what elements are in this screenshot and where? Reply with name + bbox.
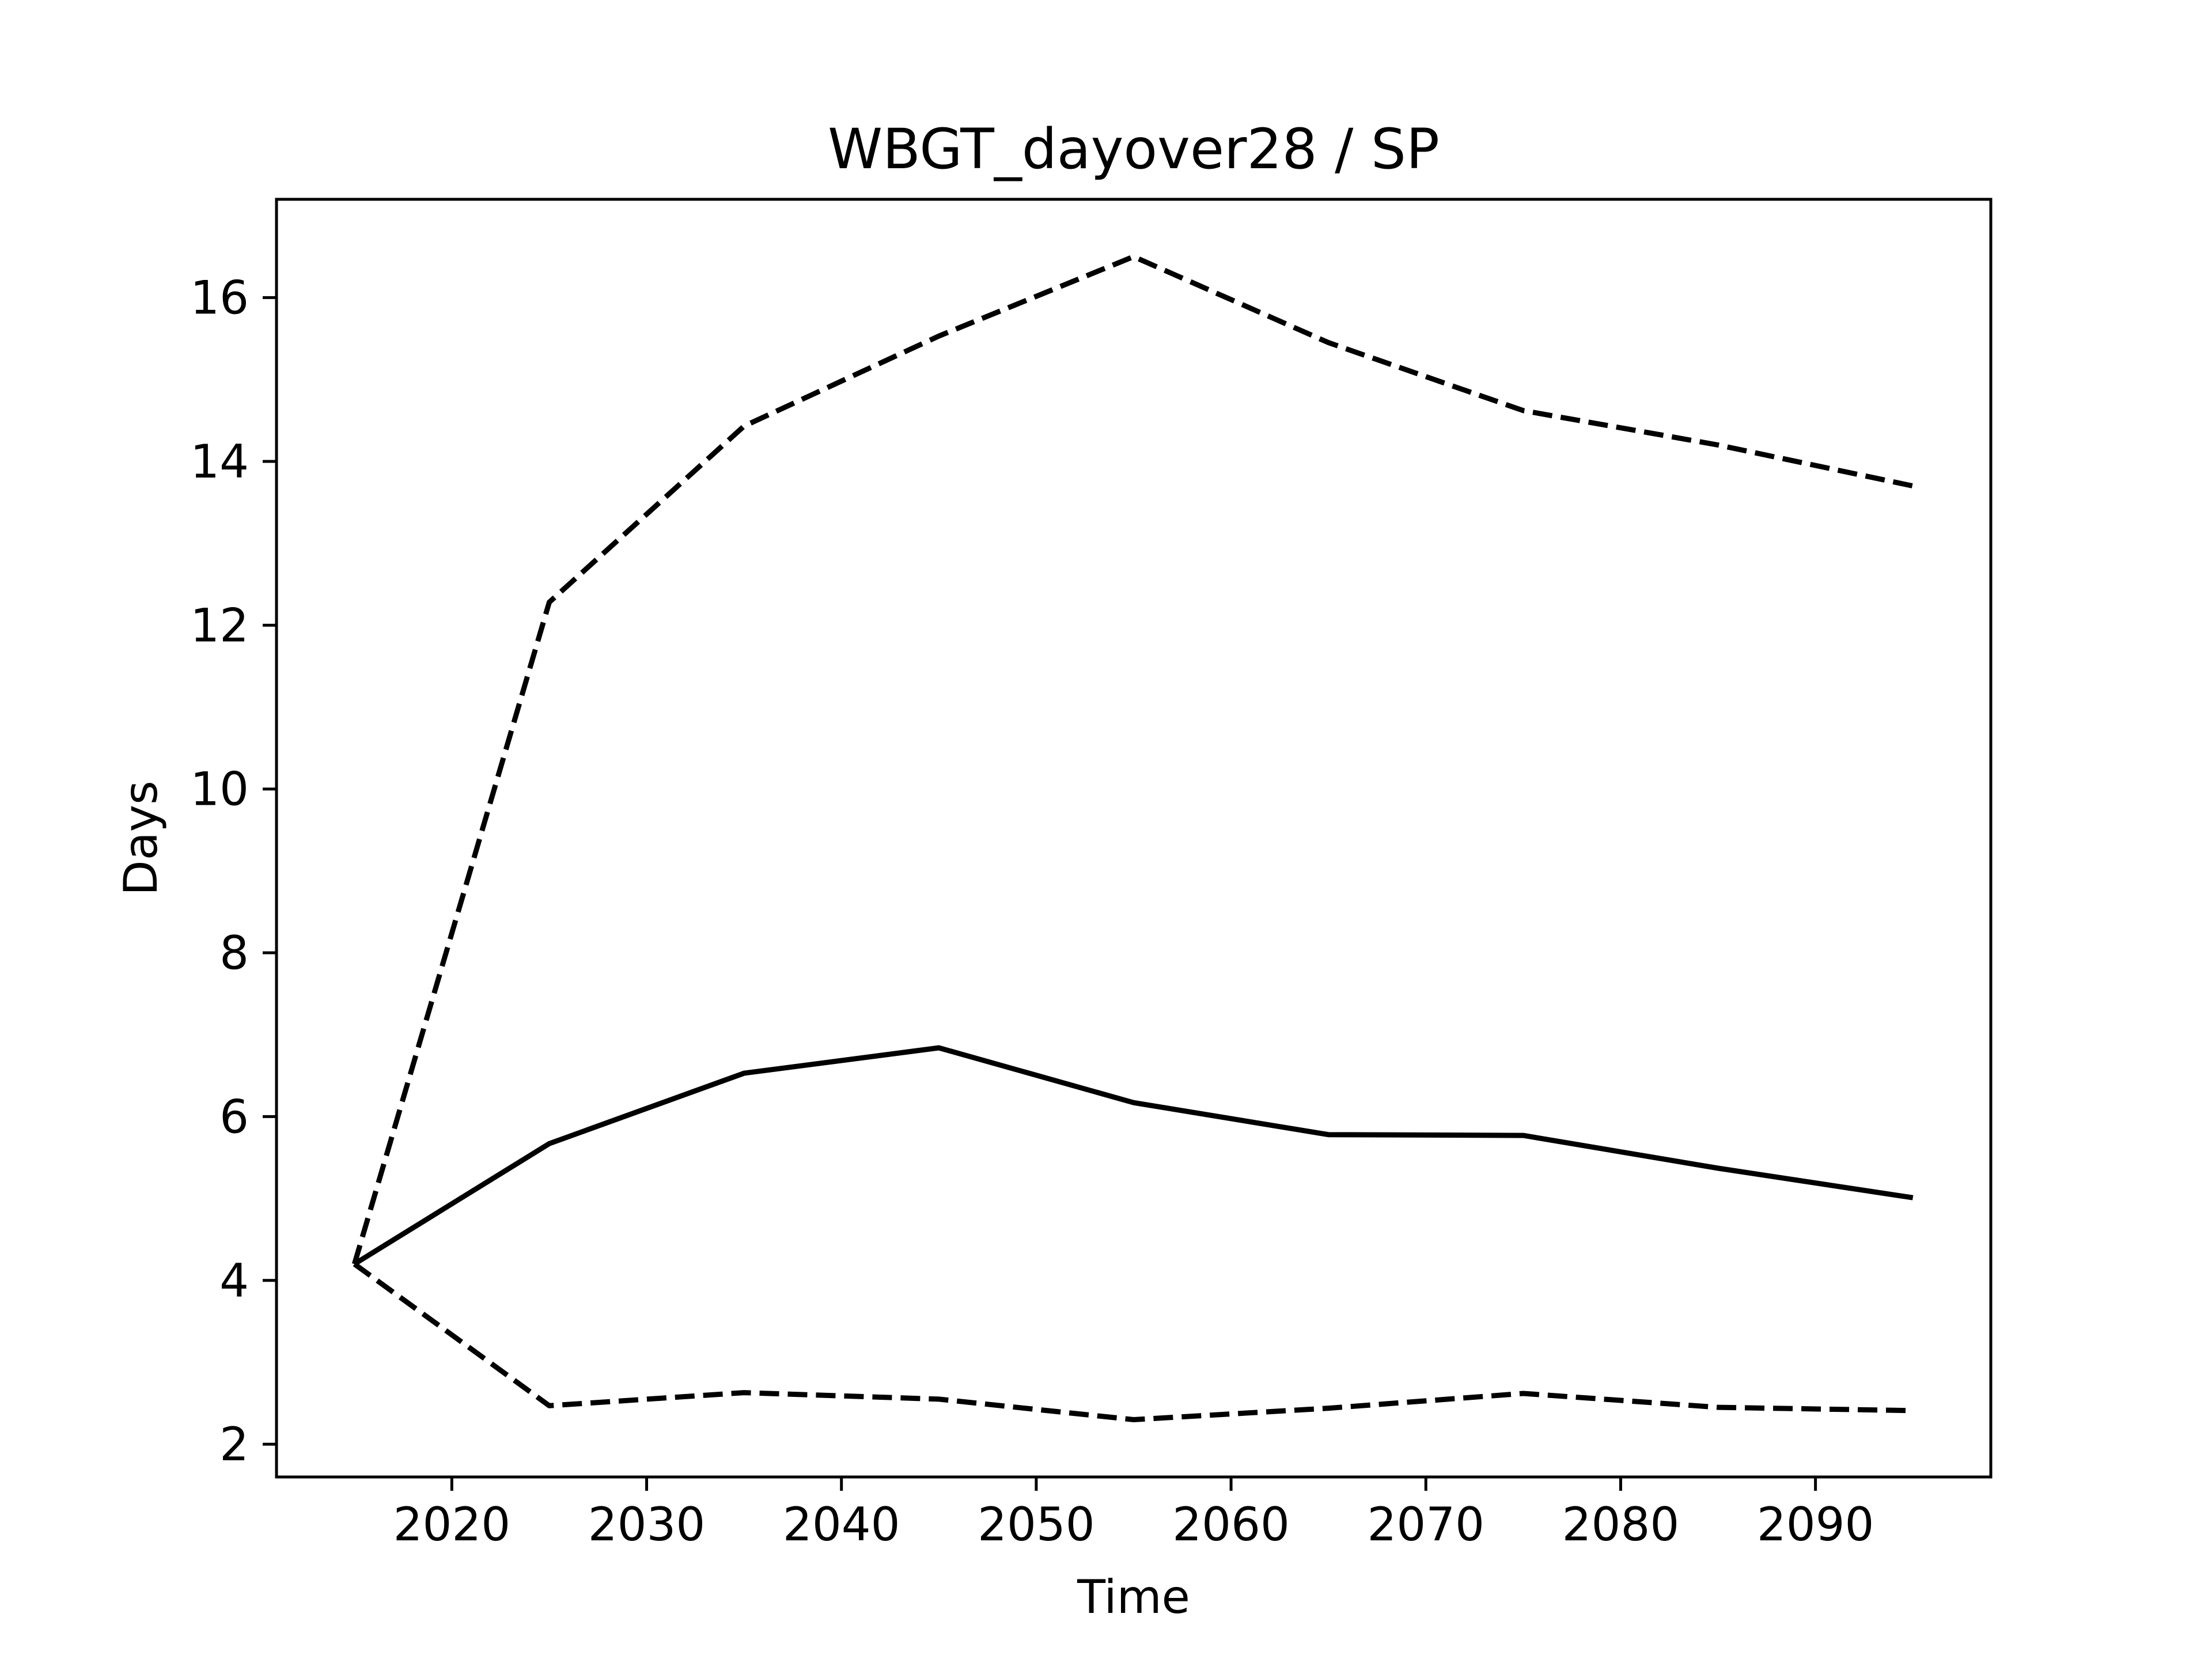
- x-tick-label: 2090: [1757, 1498, 1874, 1551]
- y-tick-label: 8: [219, 926, 249, 980]
- y-axis-label: Days: [114, 781, 168, 896]
- y-tick-label: 6: [219, 1090, 249, 1143]
- x-axis-label: Time: [1077, 1570, 1190, 1624]
- x-tick-label: 2040: [783, 1498, 900, 1551]
- series-layer: [351, 254, 1914, 1422]
- y-tick-label: 4: [219, 1254, 249, 1308]
- x-tick-label: 2030: [588, 1498, 706, 1551]
- y-tick-label: 10: [190, 763, 249, 816]
- x-tick-label: 2050: [978, 1498, 1095, 1551]
- chart-title: WBGT_dayover28 / SP: [828, 117, 1440, 181]
- y-tick-label: 2: [219, 1418, 249, 1471]
- y-tick-label: 12: [190, 599, 249, 652]
- plot-frame: [275, 198, 1993, 1479]
- series-line-1: [351, 254, 1914, 1265]
- x-tick-label: 2080: [1562, 1498, 1680, 1551]
- x-tick-label: 2060: [1172, 1498, 1290, 1551]
- series-line-2: [353, 1045, 1914, 1267]
- y-axis-ticks: 2 4 6 8 10 12 14 16: [190, 271, 276, 1471]
- y-tick-label: 16: [190, 271, 249, 325]
- x-tick-label: 2070: [1367, 1498, 1484, 1551]
- series-line-3: [353, 1262, 1913, 1422]
- y-tick-label: 14: [190, 435, 249, 488]
- x-tick-label: 2020: [393, 1498, 511, 1551]
- x-axis-ticks: 2020 2030 2040 2050 2060 2070 2080 2090: [393, 1477, 1874, 1551]
